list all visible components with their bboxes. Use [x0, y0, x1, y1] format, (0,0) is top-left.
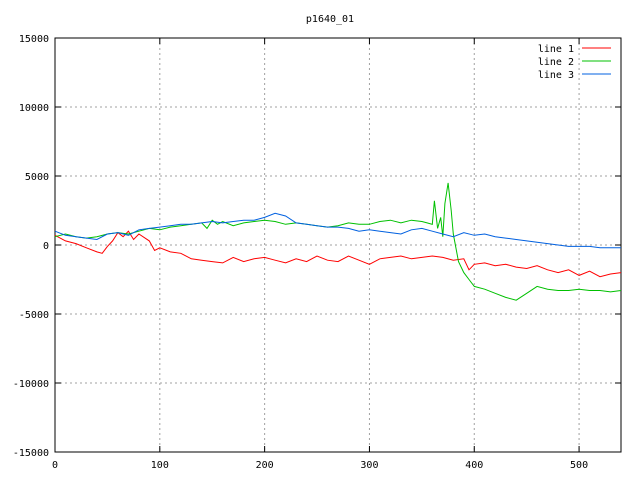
y-tick-label: 5000	[25, 172, 49, 183]
y-tick-label: 15000	[19, 34, 49, 45]
series-line-3	[54, 212, 621, 249]
x-tick-label: 0	[52, 460, 58, 471]
x-tick-label: 200	[256, 460, 274, 471]
legend: line 1 line 2 line 3	[538, 44, 611, 81]
series-line-1	[54, 230, 622, 278]
legend-label-2: line 2	[538, 57, 574, 68]
x-tick-label: 300	[360, 460, 378, 471]
legend-label-3: line 3	[538, 70, 574, 81]
y-tick-label: -5000	[19, 310, 49, 321]
y-tick-label: -10000	[13, 379, 49, 390]
x-tick-label: 100	[151, 460, 169, 471]
axis-ticks: 0 100 200 300 400 500 -15000 -10000 -5000 0 5000 10…	[13, 34, 621, 471]
x-tick-label: 500	[570, 460, 588, 471]
x-tick-label: 400	[465, 460, 483, 471]
chart-title: p1640_01	[306, 14, 354, 25]
series-line-2	[54, 182, 622, 301]
legend-label-1: line 1	[538, 44, 574, 55]
y-tick-label: 10000	[19, 103, 49, 114]
series-group	[54, 182, 622, 301]
y-tick-label: 0	[43, 241, 49, 252]
grid	[55, 38, 621, 452]
y-tick-label: -15000	[13, 448, 49, 459]
